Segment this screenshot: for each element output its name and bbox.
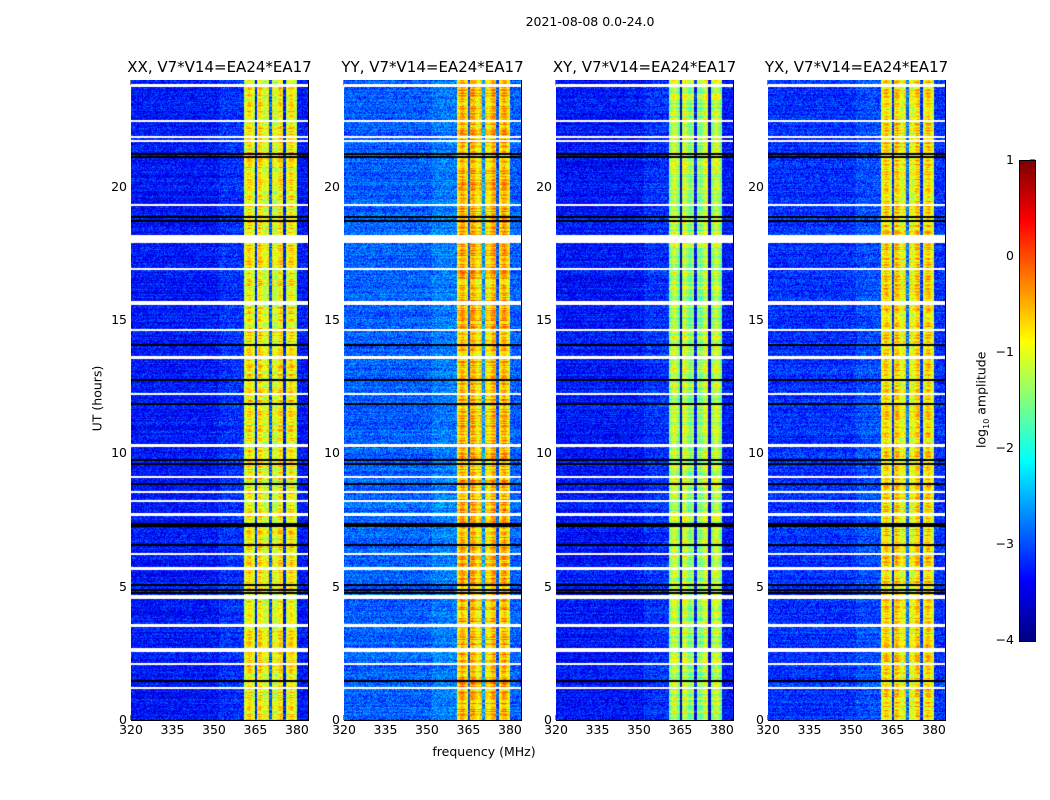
x-tick-label: 365 [880, 722, 905, 737]
heatmap-yx [768, 80, 945, 720]
x-tick-label: 350 [839, 722, 863, 737]
x-axis-label: frequency (MHz) [432, 744, 536, 759]
y-tick-label: 15 [324, 312, 340, 327]
x-tick-label: 365 [668, 722, 693, 737]
y-tick-label: 10 [536, 445, 552, 461]
x-tick-label: 365 [243, 722, 268, 737]
y-tick-label: 10 [748, 445, 764, 461]
x-tick-label: 350 [627, 722, 651, 737]
x-tick-label: 380 [498, 722, 522, 737]
y-tick-label: 5 [119, 578, 127, 594]
y-tick-label: 5 [332, 578, 340, 594]
y-tick-label: 0 [756, 712, 764, 727]
y-tick-label: 5 [544, 578, 552, 594]
y-tick-label: 0 [119, 712, 127, 727]
heatmap-xy [556, 80, 733, 720]
colorbar-label-amplitude: amplitude [973, 351, 989, 419]
heatmap-xx [131, 80, 308, 720]
x-tick-label: 335 [585, 722, 610, 737]
y-tick-label: 20 [111, 178, 127, 194]
colorbar-tick-label: −2 [995, 440, 1014, 455]
colorbar-tick-label: −3 [995, 536, 1014, 551]
colorbar [1019, 160, 1036, 642]
y-tick-label: 10 [111, 445, 127, 461]
y-tick-label: 0 [544, 712, 552, 727]
x-tick-label: 380 [710, 722, 734, 737]
x-tick-label: 320 [119, 722, 143, 737]
x-tick-label: 320 [756, 722, 780, 737]
panel-title-yy: YY, V7*V14=EA24*EA17 [341, 58, 524, 76]
panel-title-xx: XX, V7*V14=EA24*EA17 [127, 58, 312, 76]
colorbar-tick-label: −1 [995, 344, 1014, 359]
y-tick-label: 5 [756, 578, 764, 594]
y-tick-label: 0 [332, 712, 340, 727]
x-tick-label: 365 [456, 722, 481, 737]
y-tick-label: 20 [324, 178, 340, 194]
x-tick-label: 350 [415, 722, 439, 737]
x-tick-label: 320 [544, 722, 568, 737]
y-tick-label: 15 [748, 312, 764, 327]
x-tick-label: 350 [202, 722, 226, 737]
colorbar-tick-label: 0 [1006, 248, 1014, 263]
x-tick-label: 335 [160, 722, 185, 737]
y-tick-label: 20 [536, 178, 552, 194]
colorbar-tick-label: 1 [1006, 152, 1014, 167]
y-axis-label: UT (hours) [89, 365, 105, 432]
x-tick-label: 335 [373, 722, 398, 737]
colorbar-label-base: 10 [981, 418, 991, 429]
heatmap-yy [344, 80, 521, 720]
colorbar-tick-label: −4 [995, 632, 1014, 647]
panel-title-yx: YX, V7*V14=EA24*EA17 [764, 58, 949, 76]
y-tick-label: 15 [111, 312, 127, 327]
panel-title-xy: XY, V7*V14=EA24*EA17 [552, 58, 737, 76]
figure-title: 2021-08-08 0.0-24.0 [525, 14, 655, 29]
x-tick-label: 335 [797, 722, 822, 737]
y-tick-label: 10 [324, 445, 340, 461]
y-tick-label: 15 [536, 312, 552, 327]
x-tick-label: 320 [332, 722, 356, 737]
y-tick-label: 20 [748, 178, 764, 194]
x-tick-label: 380 [922, 722, 946, 737]
x-tick-label: 380 [285, 722, 309, 737]
